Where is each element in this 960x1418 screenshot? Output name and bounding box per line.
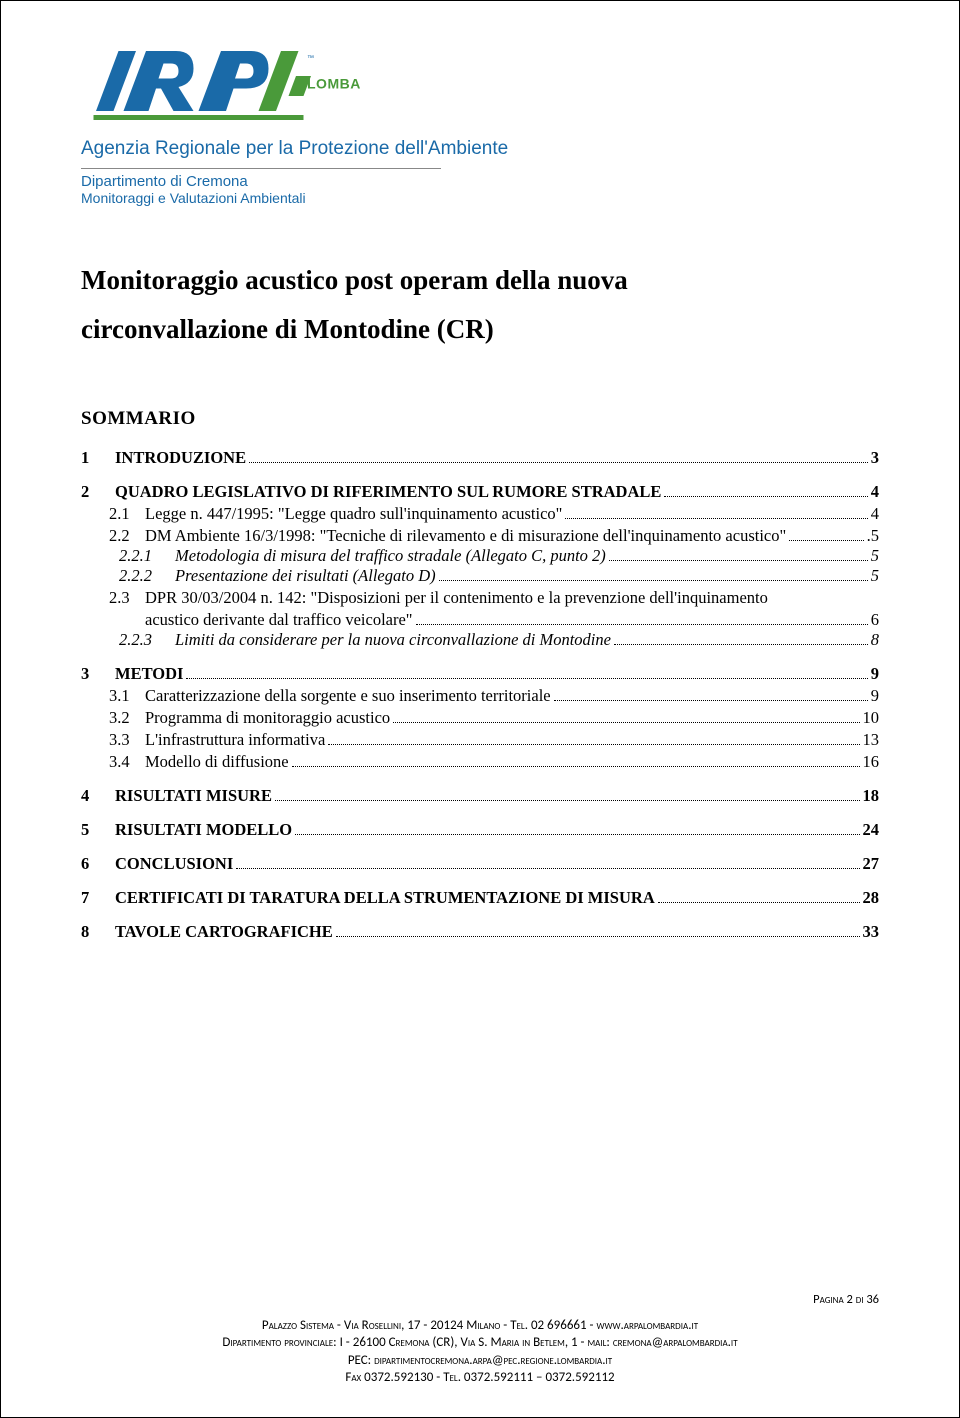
toc-number: 2.2.3: [81, 630, 171, 650]
title-line-2: circonvallazione di Montodine (CR): [81, 314, 494, 344]
footer: Palazzo Sistema - Via Rosellini, 17 - 20…: [1, 1317, 959, 1387]
title-line-1: Monitoraggio acustico post operam della …: [81, 265, 628, 295]
svg-text:™: ™: [307, 55, 314, 62]
toc-number: 2.2.1: [81, 546, 171, 566]
toc-text: QUADRO LEGISLATIVO DI RIFERIMENTO SUL RU…: [111, 482, 661, 502]
toc-text: Caratterizzazione della sorgente e suo i…: [141, 686, 551, 706]
toc-page: 4: [871, 482, 879, 502]
toc-number: 2.1: [81, 504, 141, 524]
toc-entry: 2.1Legge n. 447/1995: "Legge quadro sull…: [81, 504, 879, 524]
toc-page: 8: [871, 630, 879, 650]
toc-page: 28: [863, 888, 880, 908]
toc-number: 7: [81, 888, 111, 908]
toc-page: 3: [871, 448, 879, 468]
toc-entry: 1INTRODUZIONE 3: [81, 448, 879, 468]
footer-line-2: Dipartimento provinciale: I - 26100 Crem…: [1, 1334, 959, 1352]
toc-number: 5: [81, 820, 111, 840]
toc-text: Modello di diffusione: [141, 752, 289, 772]
toc-entry: 2.2.3Limiti da considerare per la nuova …: [81, 630, 879, 650]
toc-number: 8: [81, 922, 111, 942]
toc-entry: 8TAVOLE CARTOGRAFICHE 33: [81, 922, 879, 942]
toc-number: 3.2: [81, 708, 141, 728]
toc-page: 10: [863, 708, 880, 728]
footer-line-4: Fax 0372.592130 - Tel. 0372.592111 – 037…: [1, 1369, 959, 1387]
footer-line-3: PEC: dipartimentocremona.arpa@pec.region…: [1, 1352, 959, 1370]
toc-entry: 2.2.1Metodologia di misura del traffico …: [81, 546, 879, 566]
toc-page: 18: [863, 786, 880, 806]
toc-page: .5: [867, 526, 879, 546]
toc-number: 2.2.2: [81, 566, 171, 586]
toc-number: 3.1: [81, 686, 141, 706]
toc-page: 13: [863, 730, 880, 750]
toc-number: 4: [81, 786, 111, 806]
agency-name: Agenzia Regionale per la Protezione dell…: [81, 138, 879, 160]
toc-entry: 2.2.2Presentazione dei risultati (Allega…: [81, 566, 879, 586]
toc-entry: 2.3DPR 30/03/2004 n. 142: "Disposizioni …: [81, 588, 879, 608]
toc-text: CERTIFICATI DI TARATURA DELLA STRUMENTAZ…: [111, 888, 655, 908]
toc-number: 1: [81, 448, 111, 468]
header-block: ™ LOMBARDIA Agenzia Regionale per la Pro…: [81, 41, 879, 206]
toc-page: 9: [871, 664, 879, 684]
toc-text: L'infrastruttura informativa: [141, 730, 325, 750]
toc-number: 2.2: [81, 526, 141, 546]
toc-text: CONCLUSIONI: [111, 854, 233, 874]
toc-text: Metodologia di misura del traffico strad…: [171, 546, 606, 566]
toc-entry: 3.4Modello di diffusione 16: [81, 752, 879, 772]
toc-entry: 2.2DM Ambiente 16/3/1998: "Tecniche di r…: [81, 526, 879, 546]
toc-entry: 2QUADRO LEGISLATIVO DI RIFERIMENTO SUL R…: [81, 482, 879, 502]
toc-text: Programma di monitoraggio acustico: [141, 708, 390, 728]
arpa-logo: ™ LOMBARDIA: [81, 41, 361, 131]
toc-heading: SOMMARIO: [81, 408, 879, 430]
toc-number: 2.3: [81, 588, 141, 608]
toc-page: 6: [871, 610, 879, 630]
toc-entry: 3.2Programma di monitoraggio acustico 10: [81, 708, 879, 728]
toc-page: 9: [871, 686, 879, 706]
toc-text: Limiti da considerare per la nuova circo…: [171, 630, 611, 650]
toc-entry: 3.3L'infrastruttura informativa 13: [81, 730, 879, 750]
toc-page: 27: [863, 854, 880, 874]
toc-text: METODI: [111, 664, 183, 684]
table-of-contents: 1INTRODUZIONE 3 2QUADRO LEGISLATIVO DI RIF…: [81, 448, 879, 942]
toc-text: TAVOLE CARTOGRAFICHE: [111, 922, 333, 942]
dept-line-2: Monitoraggi e Valutazioni Ambientali: [81, 190, 441, 206]
toc-page: 5: [871, 546, 879, 566]
toc-text: Legge n. 447/1995: "Legge quadro sull'in…: [141, 504, 562, 524]
toc-page: 5: [871, 566, 879, 586]
toc-number: 3: [81, 664, 111, 684]
toc-number: 3.4: [81, 752, 141, 772]
toc-text: Presentazione dei risultati (Allegato D): [171, 566, 436, 586]
toc-text: DM Ambiente 16/3/1998: "Tecniche di rile…: [141, 526, 786, 546]
toc-number: 6: [81, 854, 111, 874]
svg-text:LOMBARDIA: LOMBARDIA: [307, 76, 361, 92]
toc-text: RISULTATI MODELLO: [111, 820, 292, 840]
toc-entry-cont: acustico derivante dal traffico veicolar…: [81, 610, 879, 630]
department-block: Dipartimento di Cremona Monitoraggi e Va…: [81, 168, 441, 206]
toc-text: DPR 30/03/2004 n. 142: "Disposizioni per…: [141, 588, 768, 608]
page-number: Pagina 2 di 36: [813, 1292, 879, 1307]
toc-text: acustico derivante dal traffico veicolar…: [141, 610, 413, 630]
document-title: Monitoraggio acustico post operam della …: [81, 256, 879, 353]
toc-number: 3.3: [81, 730, 141, 750]
toc-number: 2: [81, 482, 111, 502]
toc-entry: 6CONCLUSIONI 27: [81, 854, 879, 874]
toc-entry: 4RISULTATI MISURE 18: [81, 786, 879, 806]
toc-page: 16: [863, 752, 880, 772]
page: ™ LOMBARDIA Agenzia Regionale per la Pro…: [0, 0, 960, 1418]
toc-page: 24: [863, 820, 880, 840]
footer-line-1: Palazzo Sistema - Via Rosellini, 17 - 20…: [1, 1317, 959, 1335]
toc-page: 33: [863, 922, 880, 942]
toc-entry: 5RISULTATI MODELLO 24: [81, 820, 879, 840]
toc-text: RISULTATI MISURE: [111, 786, 272, 806]
toc-entry: 3.1Caratterizzazione della sorgente e su…: [81, 686, 879, 706]
toc-text: INTRODUZIONE: [111, 448, 246, 468]
toc-entry: 3METODI 9: [81, 664, 879, 684]
dept-line-1: Dipartimento di Cremona: [81, 173, 441, 190]
toc-page: 4: [871, 504, 879, 524]
toc-entry: 7CERTIFICATI DI TARATURA DELLA STRUMENTA…: [81, 888, 879, 908]
